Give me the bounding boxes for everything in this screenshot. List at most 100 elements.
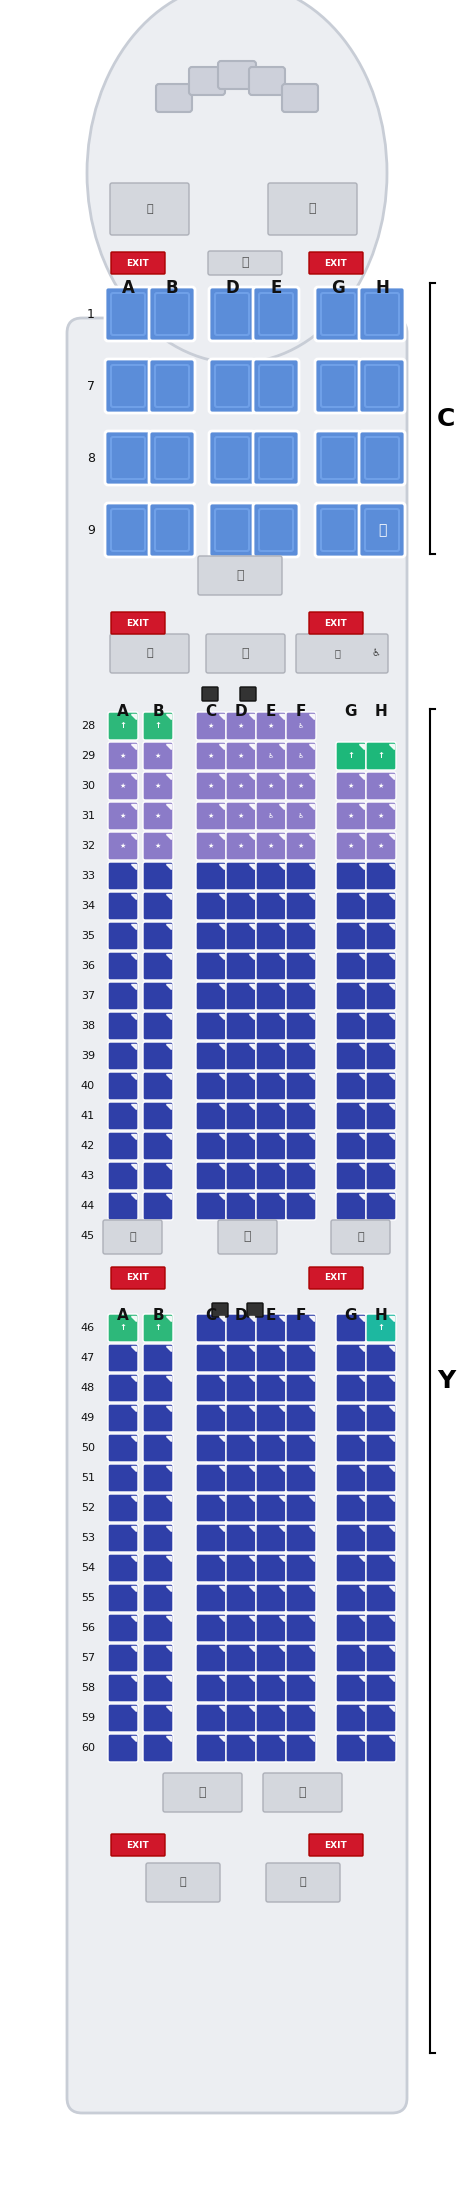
Polygon shape	[359, 1436, 364, 1441]
Text: 54: 54	[81, 1564, 95, 1572]
Text: 34: 34	[81, 901, 95, 910]
Polygon shape	[279, 833, 284, 840]
Polygon shape	[389, 864, 394, 868]
Text: ↑: ↑	[377, 752, 384, 761]
Polygon shape	[219, 1496, 224, 1500]
Polygon shape	[131, 1675, 136, 1682]
Polygon shape	[131, 1647, 136, 1651]
FancyBboxPatch shape	[336, 1583, 366, 1612]
FancyBboxPatch shape	[366, 1103, 396, 1129]
Polygon shape	[166, 1044, 171, 1048]
Polygon shape	[219, 1465, 224, 1472]
FancyBboxPatch shape	[286, 1314, 316, 1342]
FancyBboxPatch shape	[366, 1162, 396, 1191]
Polygon shape	[359, 1316, 364, 1320]
Text: ↑: ↑	[155, 1325, 162, 1333]
Text: ★: ★	[378, 814, 384, 818]
Text: ★: ★	[378, 842, 384, 849]
FancyBboxPatch shape	[209, 360, 255, 412]
Text: 37: 37	[81, 991, 95, 1000]
FancyBboxPatch shape	[149, 287, 195, 340]
Polygon shape	[279, 1316, 284, 1320]
FancyBboxPatch shape	[336, 862, 366, 890]
FancyBboxPatch shape	[226, 1583, 256, 1612]
Text: 28: 28	[81, 721, 95, 730]
Polygon shape	[131, 1436, 136, 1441]
Text: 56: 56	[81, 1623, 95, 1634]
FancyBboxPatch shape	[286, 1614, 316, 1643]
Polygon shape	[219, 833, 224, 840]
FancyBboxPatch shape	[286, 1735, 316, 1761]
Polygon shape	[131, 774, 136, 779]
FancyBboxPatch shape	[256, 713, 286, 739]
FancyBboxPatch shape	[108, 803, 138, 829]
Text: ★: ★	[238, 814, 244, 818]
Polygon shape	[389, 1103, 394, 1110]
FancyBboxPatch shape	[366, 803, 396, 829]
Text: ↑: ↑	[119, 721, 127, 730]
Polygon shape	[389, 1164, 394, 1169]
FancyBboxPatch shape	[196, 1735, 226, 1761]
Polygon shape	[249, 1375, 254, 1382]
Text: ★: ★	[208, 724, 214, 728]
Text: A: A	[117, 704, 129, 719]
FancyBboxPatch shape	[286, 1103, 316, 1129]
FancyBboxPatch shape	[196, 772, 226, 800]
Polygon shape	[219, 1647, 224, 1651]
Polygon shape	[166, 1375, 171, 1382]
FancyBboxPatch shape	[256, 1103, 286, 1129]
Polygon shape	[279, 895, 284, 899]
Polygon shape	[219, 1706, 224, 1711]
FancyBboxPatch shape	[331, 1219, 390, 1254]
FancyBboxPatch shape	[286, 1162, 316, 1191]
Polygon shape	[309, 774, 314, 779]
FancyBboxPatch shape	[321, 364, 355, 408]
FancyBboxPatch shape	[253, 432, 299, 485]
Text: ★: ★	[348, 783, 354, 789]
Polygon shape	[359, 1496, 364, 1500]
FancyBboxPatch shape	[226, 1614, 256, 1643]
Text: 52: 52	[81, 1502, 95, 1513]
Text: 🚻: 🚻	[146, 204, 153, 215]
Text: 39: 39	[81, 1050, 95, 1061]
Text: 32: 32	[81, 840, 95, 851]
FancyBboxPatch shape	[286, 1344, 316, 1373]
FancyBboxPatch shape	[196, 1465, 226, 1491]
FancyBboxPatch shape	[256, 1011, 286, 1039]
FancyBboxPatch shape	[143, 982, 173, 1011]
FancyBboxPatch shape	[196, 1555, 226, 1581]
FancyBboxPatch shape	[247, 1303, 263, 1318]
Polygon shape	[166, 1586, 171, 1590]
Polygon shape	[166, 1134, 171, 1138]
FancyBboxPatch shape	[111, 1268, 165, 1289]
Polygon shape	[249, 864, 254, 868]
FancyBboxPatch shape	[108, 1704, 138, 1732]
Polygon shape	[166, 1675, 171, 1682]
FancyBboxPatch shape	[108, 1583, 138, 1612]
Polygon shape	[359, 1586, 364, 1590]
FancyBboxPatch shape	[108, 1673, 138, 1702]
Polygon shape	[166, 1647, 171, 1651]
Polygon shape	[359, 1406, 364, 1410]
FancyBboxPatch shape	[253, 287, 299, 340]
Polygon shape	[249, 895, 254, 899]
Polygon shape	[309, 864, 314, 868]
FancyBboxPatch shape	[212, 1303, 228, 1318]
Polygon shape	[131, 1103, 136, 1110]
Text: Y: Y	[437, 1368, 455, 1393]
FancyBboxPatch shape	[366, 1583, 396, 1612]
FancyBboxPatch shape	[143, 1493, 173, 1522]
FancyBboxPatch shape	[143, 1735, 173, 1761]
Polygon shape	[359, 954, 364, 958]
FancyBboxPatch shape	[259, 509, 293, 550]
FancyBboxPatch shape	[196, 1314, 226, 1342]
FancyBboxPatch shape	[163, 1772, 242, 1811]
Polygon shape	[249, 774, 254, 779]
FancyBboxPatch shape	[196, 862, 226, 890]
Polygon shape	[279, 1193, 284, 1200]
FancyBboxPatch shape	[309, 1833, 363, 1855]
FancyBboxPatch shape	[149, 432, 195, 485]
FancyBboxPatch shape	[256, 982, 286, 1011]
FancyBboxPatch shape	[321, 436, 355, 478]
Polygon shape	[309, 1737, 314, 1741]
